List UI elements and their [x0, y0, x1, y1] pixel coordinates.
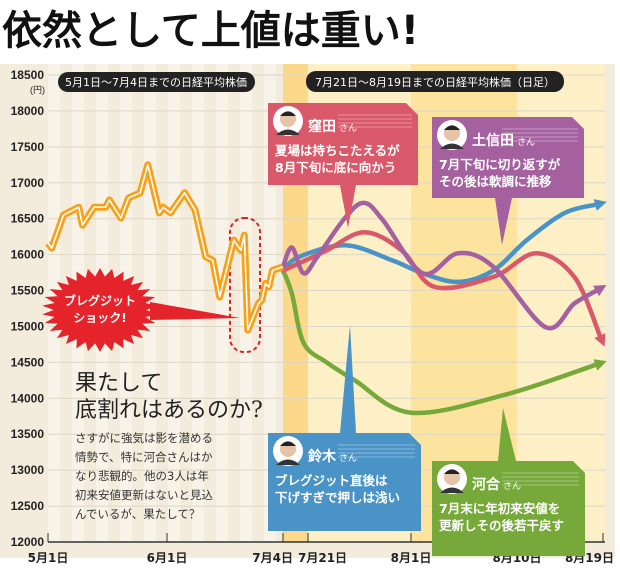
callout-tail: [498, 408, 516, 461]
callout-box: [268, 433, 421, 531]
callout-name: 鈴木: [308, 448, 337, 465]
article-heading-line1: 果たして: [75, 371, 162, 396]
article-body-line: なり悲観的。他の3人は年: [75, 469, 209, 483]
y-tick-label: 17500: [11, 140, 45, 154]
y-tick-label: 18000: [11, 104, 45, 118]
y-tick-label: 18500: [11, 68, 45, 82]
series-line-actual-highlight: [47, 164, 284, 331]
callout-honorific: さん: [339, 453, 357, 464]
x-tick-label: 8月1日: [391, 551, 432, 565]
article-body-line: さすがに強気は影を潜める: [75, 431, 213, 445]
callout-text-line: その後は軟調に推移: [439, 174, 552, 189]
arrowhead-icon: [593, 199, 607, 211]
callout-box: [432, 117, 584, 198]
page-title: 依然として上値は重い!: [2, 8, 419, 54]
callout-text-line: 夏場は持ちこたえるが: [274, 143, 400, 158]
callout-text-line: 下げすぎで押しは浅い: [275, 490, 400, 505]
x-tick-label: 5月1日: [28, 551, 69, 565]
y-unit-label: (円): [30, 85, 45, 95]
callout-box: [432, 461, 585, 556]
y-tick-label: 13500: [11, 427, 45, 441]
period2-label: 7月21日～8月19日までの日経平均株価（日足）: [315, 75, 555, 89]
callout-name: 窪田: [308, 118, 336, 135]
callout-tail: [495, 198, 512, 245]
arrowhead-icon: [593, 284, 607, 297]
avatar: [273, 106, 303, 136]
period2-pill: [306, 71, 564, 92]
y-tick-label: 15500: [11, 284, 45, 298]
article-body-line: 初来安値更新はないと見込: [75, 488, 213, 502]
arrowhead-icon: [593, 359, 607, 371]
callout-honorific: さん: [503, 481, 521, 492]
period1-pill: [58, 72, 255, 92]
burst-text-line2: ショック!: [73, 311, 126, 325]
burst-pointer: [150, 302, 240, 320]
x-tick-label: 7月4日: [252, 551, 293, 565]
y-tick-label: 12500: [11, 499, 45, 513]
callout-text-line: 7月下旬に切り返すが: [439, 157, 561, 172]
arrowhead-icon: [594, 333, 606, 347]
callout-name: 土信田: [472, 132, 514, 149]
y-tick-label: 12000: [11, 535, 45, 549]
y-tick-label: 13000: [11, 463, 45, 477]
article-heading-line2: 底割れはあるのか?: [75, 398, 263, 423]
y-tick-label: 16500: [11, 212, 45, 226]
callout-box: [268, 103, 418, 185]
callout-name: 河合: [472, 476, 501, 493]
avatar: [273, 436, 303, 466]
callout-tail: [340, 185, 356, 228]
callout-honorific: さん: [517, 137, 535, 148]
y-tick-label: 16000: [11, 248, 45, 262]
callout-tail: [340, 325, 356, 433]
avatar: [437, 464, 467, 494]
x-tick-label: 7月21日: [298, 551, 347, 565]
y-tick-label: 14000: [11, 391, 45, 405]
x-tick-label: 6月1日: [147, 551, 188, 565]
y-tick-label: 15000: [11, 319, 45, 333]
y-tick-label: 14500: [11, 355, 45, 369]
y-tick-label: 17000: [11, 176, 45, 190]
avatar: [437, 120, 467, 150]
callout-text-line: ブレグジット直後は: [275, 473, 388, 488]
brexit-highlight-dashed-box: [229, 217, 261, 353]
callout-honorific: さん: [339, 123, 357, 134]
callout-text-line: 8月下旬に底に向かう: [275, 160, 396, 175]
callout-text-line: 更新しその後若干戻す: [439, 518, 564, 533]
forecast-series-土信田: [280, 200, 607, 331]
period1-label: 5月1日～7月4日までの日経平均株価: [65, 75, 247, 89]
brexit-shock-burst: ブレグジット ショック!: [42, 268, 240, 352]
article-body-line: んでいるが、果たして？: [75, 507, 200, 521]
article-body-line: 情勢で、特に河合さんはか: [75, 450, 213, 464]
burst-text-line1: ブレグジット: [64, 293, 136, 308]
callout-text-line: 7月末に年初来安値を: [439, 501, 560, 516]
